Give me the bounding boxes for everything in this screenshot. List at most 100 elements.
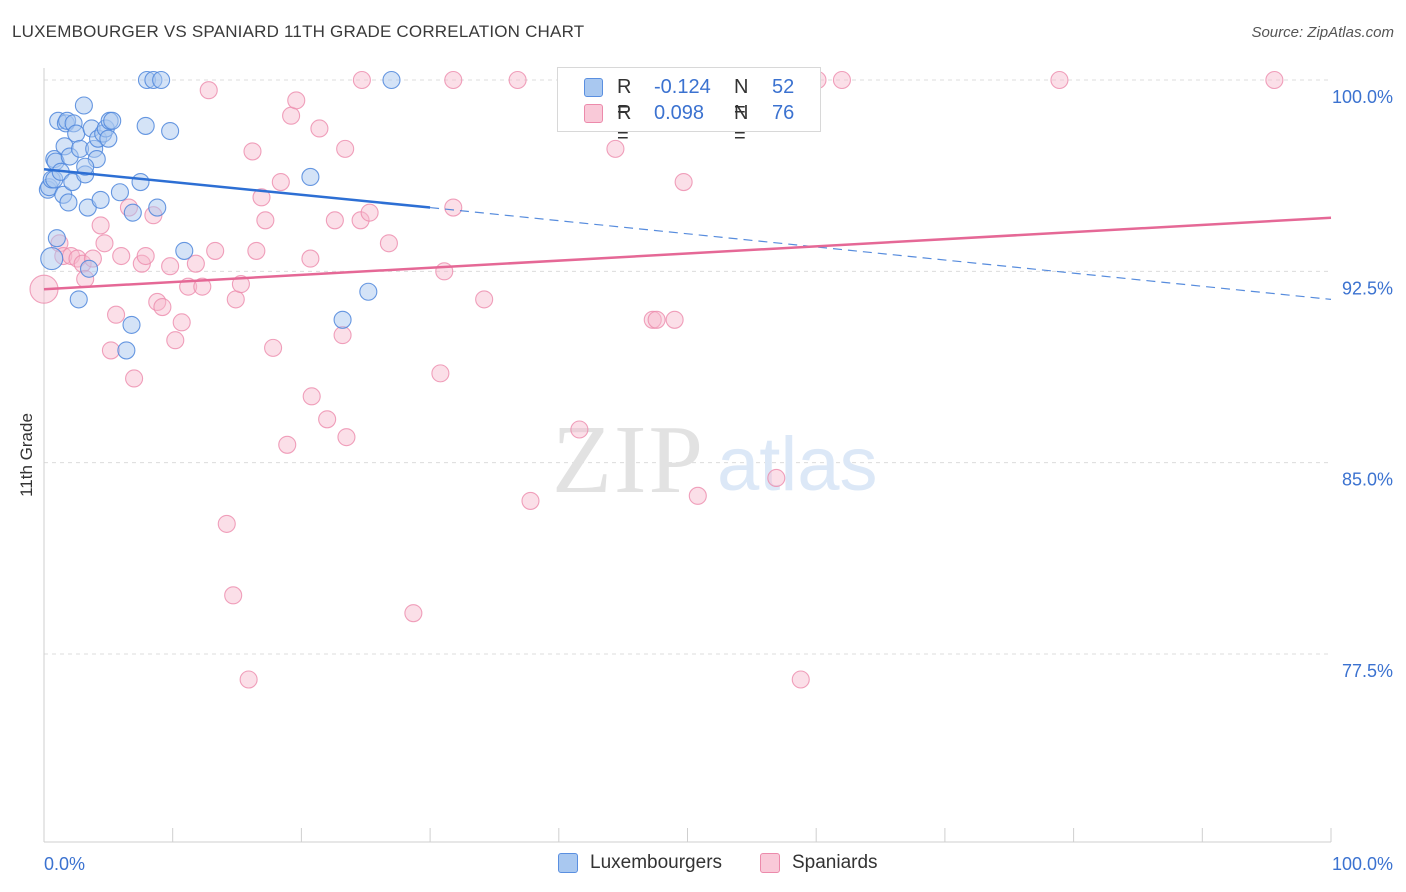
spaniard-point bbox=[271, 172, 290, 192]
spaniard-point bbox=[107, 305, 126, 324]
spaniard-point bbox=[239, 670, 258, 689]
luxembourger-trend-extension bbox=[430, 206, 1332, 300]
luxembourger-point bbox=[79, 259, 99, 278]
spaniard-point bbox=[333, 326, 352, 345]
spaniard-point bbox=[318, 410, 337, 429]
luxembourger-point bbox=[175, 241, 194, 260]
spaniard-trend-line bbox=[43, 216, 1332, 291]
luxembourger-point bbox=[382, 70, 401, 90]
luxembourger-point bbox=[67, 124, 86, 143]
bottom-swatch-blue bbox=[558, 853, 578, 873]
bottom-legend-label: Luxembourgers bbox=[590, 852, 723, 873]
bottom-swatch-pink bbox=[760, 853, 780, 873]
spaniard-point bbox=[252, 188, 271, 207]
legend-r-label: R = bbox=[617, 76, 632, 121]
luxembourger-point bbox=[59, 193, 78, 212]
luxembourger-point bbox=[110, 183, 129, 202]
spaniard-point bbox=[767, 468, 786, 488]
legend-n-label: N = bbox=[734, 102, 749, 147]
spaniard-point bbox=[247, 241, 266, 260]
spaniard-point bbox=[264, 338, 283, 357]
spaniard-point bbox=[688, 486, 707, 505]
spaniard-point bbox=[125, 369, 144, 388]
spaniard-point bbox=[444, 70, 463, 90]
spaniard-point bbox=[674, 172, 693, 192]
luxembourger-point bbox=[74, 96, 93, 115]
luxembourger-point bbox=[99, 129, 118, 148]
watermark-atlas: atlas bbox=[717, 422, 878, 507]
spaniard-point bbox=[95, 234, 114, 253]
spaniard-point bbox=[404, 604, 423, 623]
spaniard-point bbox=[475, 290, 494, 309]
spaniard-point bbox=[161, 257, 180, 276]
chart-title: LUXEMBOURGER VS SPANIARD 11TH GRADE CORR… bbox=[12, 22, 585, 41]
spaniard-point bbox=[226, 290, 245, 309]
luxembourger-point bbox=[122, 315, 141, 334]
luxembourger-point bbox=[136, 116, 155, 135]
legend-swatch-pink bbox=[584, 104, 603, 123]
spaniard-point bbox=[665, 310, 684, 329]
spaniard-point bbox=[101, 341, 120, 360]
spaniard-point bbox=[310, 119, 329, 138]
spaniard-point bbox=[301, 249, 320, 268]
spaniard-point bbox=[336, 139, 355, 158]
spaniard-point bbox=[360, 203, 379, 222]
luxembourger-point bbox=[40, 247, 64, 271]
spaniard-point bbox=[231, 275, 250, 294]
bottom-legend-label: Spaniards bbox=[792, 852, 878, 873]
spaniard-point bbox=[606, 139, 625, 158]
y-tick-label: 100.0% bbox=[1332, 87, 1393, 107]
spaniard-point bbox=[352, 70, 371, 90]
spaniard-point bbox=[243, 142, 262, 161]
y-tick-labels: 100.0% 92.5% 85.0% 77.5% bbox=[1332, 87, 1393, 681]
spaniard-point bbox=[224, 586, 243, 605]
spaniard-point bbox=[199, 81, 218, 100]
luxembourger-point bbox=[76, 157, 95, 176]
spaniard-point bbox=[256, 211, 275, 230]
spaniard-point bbox=[186, 254, 205, 273]
luxembourger-point bbox=[301, 167, 320, 186]
spaniard-point bbox=[521, 491, 540, 510]
spaniard-point bbox=[570, 420, 589, 439]
luxembourger-point bbox=[123, 203, 142, 222]
spaniard-point bbox=[435, 262, 454, 281]
spaniard-point bbox=[287, 91, 306, 110]
spaniard-point bbox=[278, 435, 297, 454]
spaniard-point bbox=[217, 514, 236, 533]
legend-n-value: 52 bbox=[772, 76, 795, 98]
luxembourger-point bbox=[148, 198, 167, 217]
spaniard-point bbox=[647, 310, 666, 329]
y-tick-label: 92.5% bbox=[1342, 278, 1393, 298]
spaniard-point bbox=[282, 106, 301, 125]
spaniards-points bbox=[29, 70, 1284, 689]
spaniard-point bbox=[166, 331, 185, 350]
luxembourger-point bbox=[69, 290, 88, 309]
spaniard-point bbox=[444, 198, 463, 217]
luxembourger-point bbox=[47, 229, 66, 248]
luxembourger-point bbox=[333, 310, 352, 329]
luxembourger-point bbox=[359, 282, 378, 301]
legend-n-value: 76 bbox=[772, 102, 795, 124]
y-tick-label: 77.5% bbox=[1342, 661, 1393, 681]
luxembourger-point bbox=[161, 121, 180, 141]
spaniard-point bbox=[431, 364, 450, 383]
luxembourger-point bbox=[131, 172, 150, 192]
spaniard-point bbox=[91, 216, 110, 235]
spaniard-point bbox=[148, 292, 167, 311]
luxembourger-point bbox=[117, 341, 136, 360]
spaniard-point bbox=[1050, 70, 1069, 90]
watermark: ZIP atlas bbox=[552, 406, 878, 514]
spaniard-point bbox=[112, 246, 131, 266]
luxembourger-point bbox=[152, 70, 171, 90]
spaniard-point bbox=[643, 310, 662, 329]
spaniard-point bbox=[1265, 70, 1284, 90]
spaniard-point bbox=[206, 241, 225, 260]
spaniard-point bbox=[136, 246, 155, 266]
luxembourger-trend-line bbox=[43, 168, 431, 209]
x-tick-label: 100.0% bbox=[1332, 854, 1393, 874]
luxembourger-point bbox=[91, 190, 110, 209]
x-tick-label: 0.0% bbox=[44, 854, 85, 874]
spaniard-point bbox=[832, 70, 851, 90]
trend-lines bbox=[43, 168, 1332, 300]
